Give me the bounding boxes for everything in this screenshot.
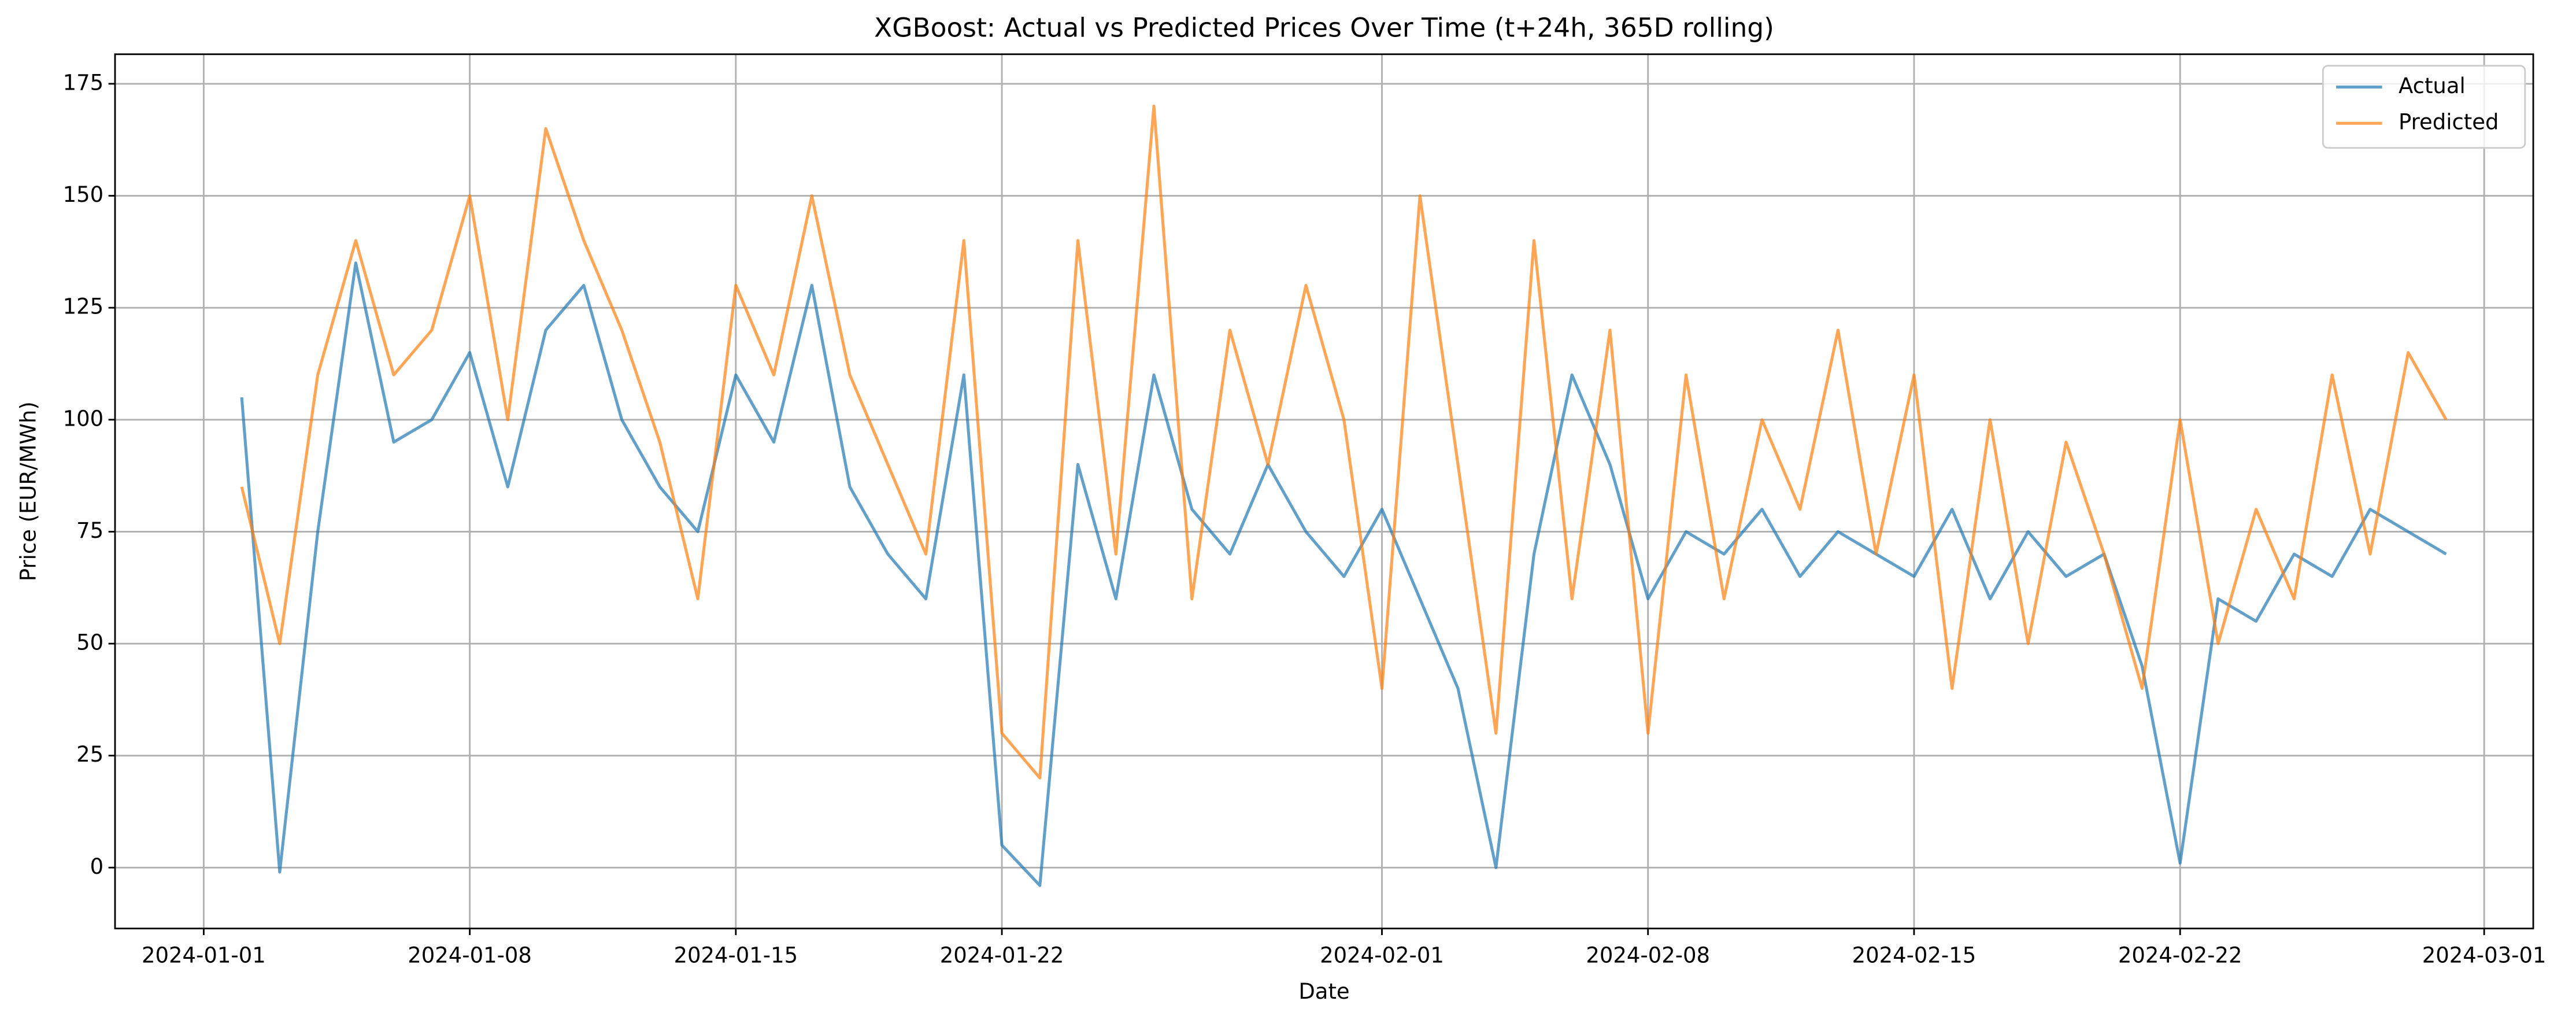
- axes-frame: [114, 53, 2534, 930]
- y-tick-label: 175: [63, 70, 104, 95]
- x-tick-label: 2024-02-15: [1852, 943, 1977, 967]
- y-tick-label: 100: [63, 406, 104, 431]
- x-tick-label: 2024-02-01: [1320, 943, 1444, 967]
- legend-label: Predicted: [2399, 110, 2499, 135]
- x-tick-label: 2024-01-15: [673, 943, 798, 967]
- series-line: [240, 105, 2448, 780]
- y-tick-label: 125: [63, 294, 104, 319]
- x-tick-label: 2024-01-22: [940, 943, 1064, 967]
- x-tick-label: 2024-01-08: [408, 943, 532, 967]
- y-tick-label: 25: [76, 742, 103, 767]
- legend-label: Actual: [2399, 73, 2466, 98]
- x-axis-label: Date: [1298, 979, 1349, 1004]
- x-tick-label: 2024-03-01: [2422, 943, 2547, 967]
- y-tick-label: 150: [63, 182, 104, 207]
- y-axis-label: Price (EUR/MWh): [16, 401, 41, 581]
- y-tick-label: 0: [90, 854, 104, 879]
- y-tick-label: 75: [76, 518, 103, 543]
- x-tick-label: 2024-02-22: [2118, 943, 2242, 967]
- y-tick-label: 50: [76, 630, 103, 655]
- x-tick-label: 2024-02-08: [1586, 943, 1710, 967]
- chart-title: XGBoost: Actual vs Predicted Prices Over…: [874, 13, 1774, 43]
- x-tick-label: 2024-01-01: [142, 943, 266, 967]
- series-line: [240, 261, 2447, 887]
